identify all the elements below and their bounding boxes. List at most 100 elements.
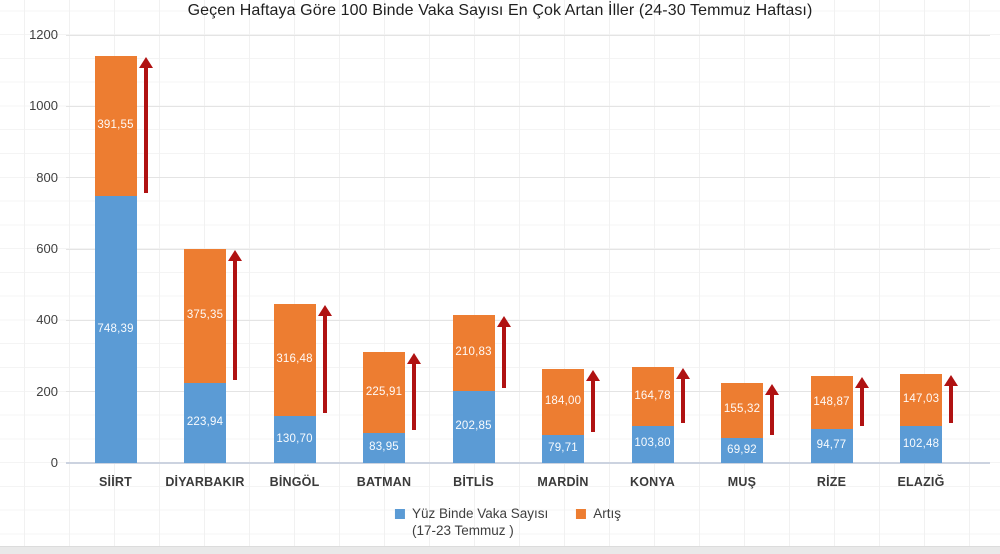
arrow-shaft <box>501 325 506 388</box>
arrow-shaft <box>680 377 685 423</box>
arrow-head <box>944 375 958 386</box>
bar-rize-blue-segment <box>810 429 853 463</box>
bar-batman-orange-value-label: 225,91 <box>365 385 403 398</box>
legend-item-artis: Artış <box>576 505 621 522</box>
bar-siirt-orange-segment <box>94 56 137 197</box>
bar-siirt-blue-segment <box>94 196 137 463</box>
arrow-shaft <box>322 313 327 414</box>
y-axis-tick-label-800: 800 <box>36 169 58 185</box>
legend-label-line1: Yüz Binde Vaka Sayısı <box>411 506 549 521</box>
arrow-head <box>586 369 600 381</box>
x-axis-label-diyarbakir: DİYARBAKIR <box>165 475 245 489</box>
gridline-600 <box>66 248 990 250</box>
bar-bingol-orange-segment <box>273 303 316 417</box>
x-axis-label-mus: MUŞ <box>727 475 757 489</box>
arrow-head <box>496 316 511 328</box>
x-axis-label-siirt: SİİRT <box>99 475 132 489</box>
x-axis-label-rize: RİZE <box>816 475 847 489</box>
y-axis-tick-label-1200: 1200 <box>29 27 58 42</box>
arrow-shaft <box>143 66 148 194</box>
increase-arrow-mus-icon <box>765 383 779 436</box>
bar-mardin-orange-segment <box>542 368 584 435</box>
bar-mardin-blue-value-label: 79,71 <box>548 441 578 454</box>
y-axis-tick-label-400: 400 <box>36 312 58 328</box>
y-axis-tick-label-600: 600 <box>36 241 58 256</box>
bar-mus-orange-segment <box>721 382 763 439</box>
orange-series-swatch-icon <box>576 509 587 519</box>
bar-diyarbakir-orange-segment <box>184 249 226 384</box>
increase-arrow-mardin-icon <box>586 369 600 432</box>
bar-bitlis-blue-segment <box>452 390 495 463</box>
increase-arrow-bitlis-icon <box>496 316 511 388</box>
bar-mardin-blue-segment <box>542 434 584 463</box>
increase-arrow-konya-icon <box>675 368 690 423</box>
y-axis-tick-label-0: 0 <box>50 455 58 470</box>
chart-title: Geçen Haftaya Göre 100 Binde Vaka Sayısı… <box>187 2 813 19</box>
bar-konya-blue-value-label: 103,80 <box>634 437 671 450</box>
increase-arrow-diyarbakir-icon <box>228 250 242 381</box>
arrow-head <box>317 304 332 316</box>
bar-siirt-blue-value-label: 748,39 <box>97 322 134 335</box>
bar-elazig-blue-segment <box>900 426 942 463</box>
bar-konya-blue-segment <box>631 425 674 463</box>
bar-bitlis-orange-value-label: 210,83 <box>455 346 492 359</box>
gridline-1200 <box>66 34 990 36</box>
bar-bitlis-orange-segment <box>452 315 495 391</box>
bar-konya-orange-value-label: 164,78 <box>634 389 671 402</box>
x-axis-line <box>66 462 990 464</box>
bar-bingol-orange-value-label: 316,48 <box>276 352 313 365</box>
increase-arrow-elazig-icon <box>944 375 958 424</box>
y-axis-tick-label-1000: 1000 <box>29 98 58 114</box>
bar-batman-orange-segment <box>363 352 405 434</box>
gridline-1000 <box>66 105 990 107</box>
gridline-200 <box>66 391 990 393</box>
legend: Yüz Binde Vaka Sayısı (17-23 Temmuz ) Ar… <box>394 505 621 539</box>
x-axis-label-batman: BATMAN <box>356 475 412 489</box>
bar-rize-blue-value-label: 94,77 <box>816 439 847 452</box>
bar-elazig-orange-segment <box>900 374 942 427</box>
bar-mardin-orange-value-label: 184,00 <box>544 394 582 407</box>
bar-diyarbakir-blue-value-label: 223,94 <box>186 416 224 429</box>
bar-mus-blue-value-label: 69,92 <box>727 443 757 456</box>
bar-konya-orange-segment <box>631 367 674 426</box>
y-axis-tick-label-200: 200 <box>36 383 58 399</box>
bar-mus-blue-segment <box>721 438 763 463</box>
arrow-shaft <box>949 384 953 424</box>
increase-arrow-rize-icon <box>854 377 869 427</box>
x-axis-label-elazig: ELAZIĞ <box>897 475 945 489</box>
bar-batman-blue-value-label: 83,95 <box>369 441 399 454</box>
legend-label-line2: (17-23 Temmuz ) <box>411 523 514 538</box>
arrow-shaft <box>233 259 237 381</box>
arrow-shaft <box>859 386 864 427</box>
arrow-shaft <box>412 362 416 431</box>
bar-siirt-orange-value-label: 391,55 <box>97 119 134 132</box>
legend-label-artis: Artış <box>593 506 622 521</box>
x-axis-label-bingol: BİNGÖL <box>269 475 320 489</box>
bar-bingol-blue-segment <box>273 416 316 463</box>
blue-series-swatch-icon <box>394 509 405 519</box>
arrow-head <box>138 57 153 69</box>
gridline-400 <box>66 319 990 321</box>
increase-arrow-batman-icon <box>407 353 421 431</box>
bar-bitlis-blue-value-label: 202,85 <box>455 419 492 432</box>
arrow-head <box>854 377 869 389</box>
increase-arrow-bingol-icon <box>317 304 332 414</box>
bar-diyarbakir-blue-segment <box>184 383 226 463</box>
bar-elazig-blue-value-label: 102,48 <box>902 437 940 450</box>
bar-elazig-orange-value-label: 147,03 <box>902 393 940 406</box>
arrow-head <box>407 353 421 365</box>
arrow-shaft <box>770 392 774 436</box>
arrow-head <box>228 250 242 262</box>
arrow-head <box>675 368 690 380</box>
bar-bingol-blue-value-label: 130,70 <box>276 432 313 445</box>
legend-item-vaka-sayisi: Yüz Binde Vaka Sayısı (17-23 Temmuz ) <box>394 505 549 539</box>
bar-rize-orange-value-label: 148,87 <box>813 395 850 408</box>
x-axis-label-bitlis: BİTLİS <box>453 475 494 489</box>
x-axis-label-mardin: MARDİN <box>537 475 589 489</box>
bar-diyarbakir-orange-value-label: 375,35 <box>186 309 224 322</box>
x-axis-label-konya: KONYA <box>630 475 675 489</box>
bar-rize-orange-segment <box>810 376 853 430</box>
increase-arrow-siirt-icon <box>138 57 153 194</box>
arrow-shaft <box>591 378 595 432</box>
